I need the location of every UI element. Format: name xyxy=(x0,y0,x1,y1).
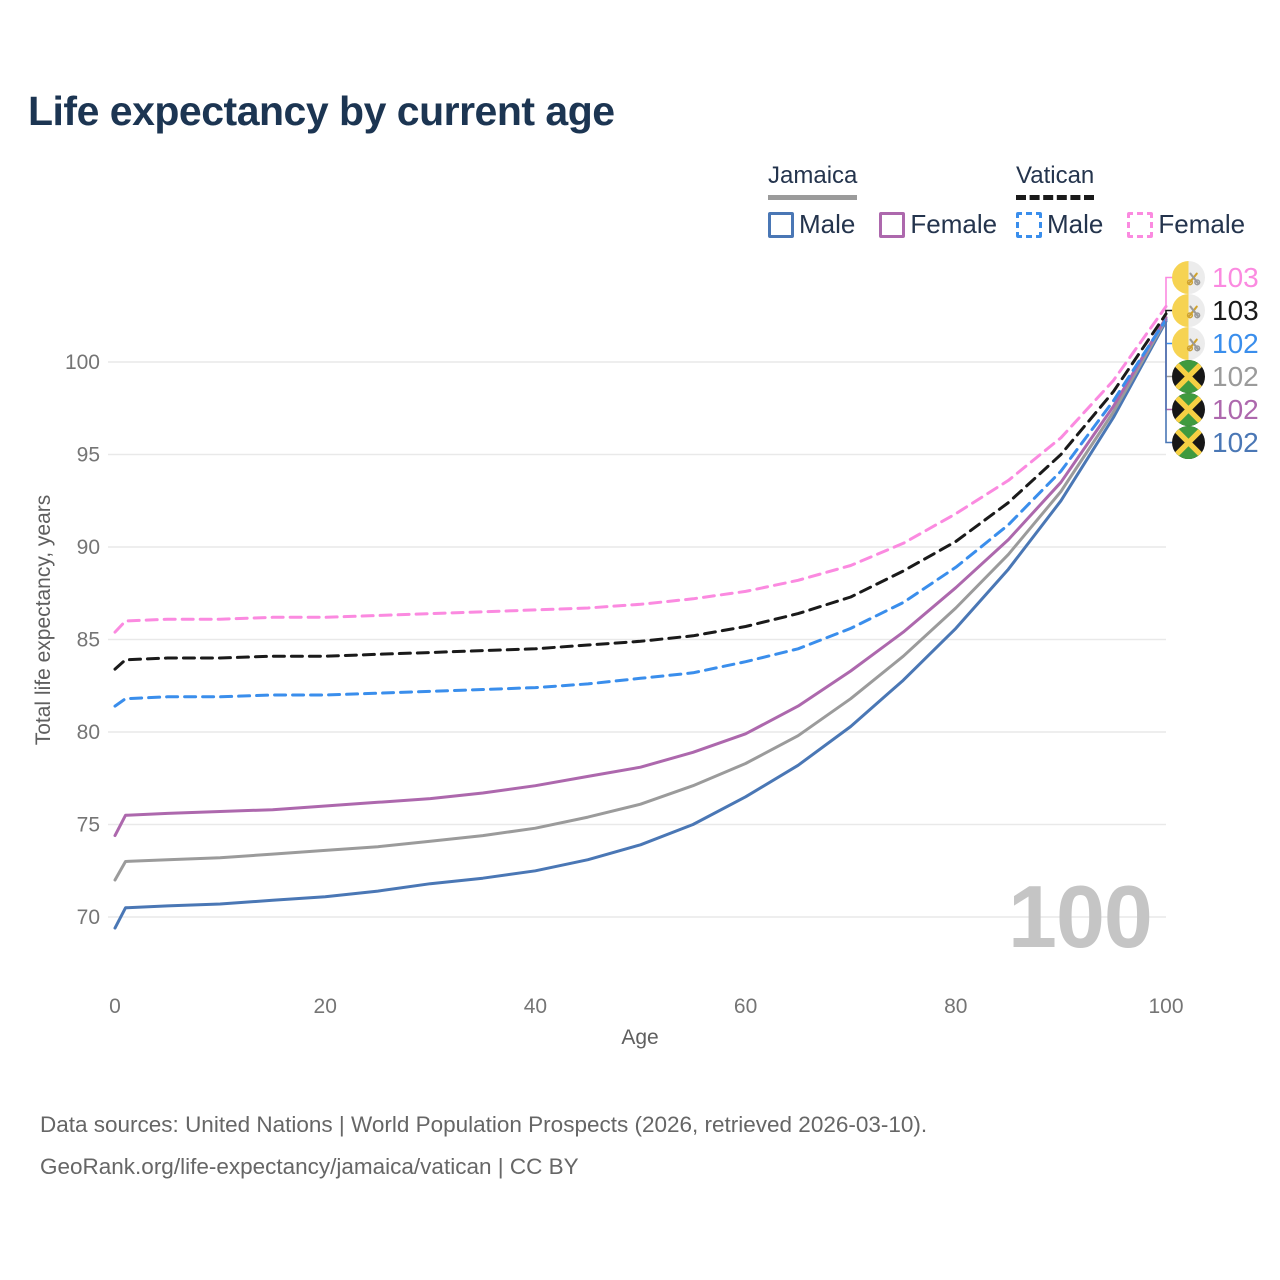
vatican-male-checkbox[interactable] xyxy=(1016,211,1042,238)
x-axis-title: Age xyxy=(621,1026,659,1049)
series-line-vatican_male[interactable] xyxy=(113,318,1168,708)
legend-label: Male xyxy=(1047,209,1104,239)
leader-line xyxy=(1165,309,1172,314)
legend-header-vatican[interactable]: Vatican xyxy=(1016,162,1095,200)
y-tick-label: 90 xyxy=(77,536,100,559)
end-label-value: 103 xyxy=(1212,294,1259,326)
vatican-female-checkbox[interactable] xyxy=(1127,211,1154,238)
y-tick-label: 80 xyxy=(77,721,100,744)
y-tick-label: 95 xyxy=(77,444,100,467)
jamaica-flag-icon xyxy=(1172,360,1205,393)
x-tick-label: 100 xyxy=(1148,995,1183,1018)
end-label-value: 102 xyxy=(1212,360,1259,392)
series-line-vatican_total[interactable] xyxy=(113,312,1168,671)
legend-label: Male xyxy=(799,209,856,239)
leader-line xyxy=(1165,321,1172,444)
x-tick-label: 60 xyxy=(734,995,757,1018)
vatican-flag-icon xyxy=(1172,327,1205,360)
footer: Data sources: United Nations | World Pop… xyxy=(40,1104,927,1188)
chart-title: Life expectancy by current age xyxy=(28,88,615,134)
x-tick-label: 20 xyxy=(314,995,337,1018)
jamaica-flag-icon xyxy=(1172,426,1205,459)
y-tick-label: 70 xyxy=(77,906,100,929)
data-sources-line: Data sources: United Nations | World Pop… xyxy=(40,1112,928,1137)
y-tick-label: 85 xyxy=(77,629,100,652)
legend-item-vatican-female[interactable]: Female xyxy=(1127,209,1245,240)
series-line-jamaica_total[interactable] xyxy=(113,318,1168,882)
series-line-jamaica_female[interactable] xyxy=(113,316,1168,838)
end-label-row: 102 xyxy=(1172,426,1259,459)
legend-header-jamaica[interactable]: Jamaica xyxy=(768,162,858,200)
end-labels: 103 103 102 102 102 102 xyxy=(1172,261,1259,459)
x-tick-label: 0 xyxy=(109,995,121,1018)
legend-label: Female xyxy=(1158,209,1246,239)
end-label-value: 102 xyxy=(1212,327,1259,359)
series-line-vatican_female[interactable] xyxy=(113,305,1168,634)
end-label-value: 102 xyxy=(1212,393,1259,425)
legend-item-jamaica-male[interactable]: Male xyxy=(768,209,855,240)
y-tick-label: 75 xyxy=(77,814,100,837)
end-label-row: 102 xyxy=(1172,327,1259,360)
attribution-line: GeoRank.org/life-expectancy/jamaica/vati… xyxy=(40,1154,579,1179)
jamaica-female-checkbox[interactable] xyxy=(879,211,906,238)
legend-item-jamaica-female[interactable]: Female xyxy=(879,209,997,240)
legend-group-jamaica: Jamaica Male Female xyxy=(768,162,997,240)
end-label-value: 103 xyxy=(1212,261,1259,293)
end-label-row: 102 xyxy=(1172,393,1259,426)
jamaica-male-checkbox[interactable] xyxy=(768,211,794,238)
vatican-flag-icon xyxy=(1172,294,1205,327)
series-line-jamaica_male[interactable] xyxy=(113,319,1168,930)
leader-line xyxy=(1165,276,1172,307)
x-tick-label: 80 xyxy=(944,995,967,1018)
y-tick-label: 100 xyxy=(65,351,100,374)
end-label-value: 102 xyxy=(1212,426,1259,458)
vatican-flag-icon xyxy=(1172,261,1205,294)
current-age-watermark: 100 xyxy=(1008,867,1153,966)
end-label-row: 103 xyxy=(1172,294,1259,327)
jamaica-flag-icon xyxy=(1172,393,1205,426)
end-label-row: 102 xyxy=(1172,360,1259,393)
legend-label: Female xyxy=(910,209,998,239)
legend-group-vatican: Vatican Male Female xyxy=(1016,162,1245,240)
end-label-row: 103 xyxy=(1172,261,1259,294)
x-tick-label: 40 xyxy=(524,995,547,1018)
legend-item-vatican-male[interactable]: Male xyxy=(1016,209,1103,240)
y-axis-title: Total life expectancy, years xyxy=(32,494,55,746)
